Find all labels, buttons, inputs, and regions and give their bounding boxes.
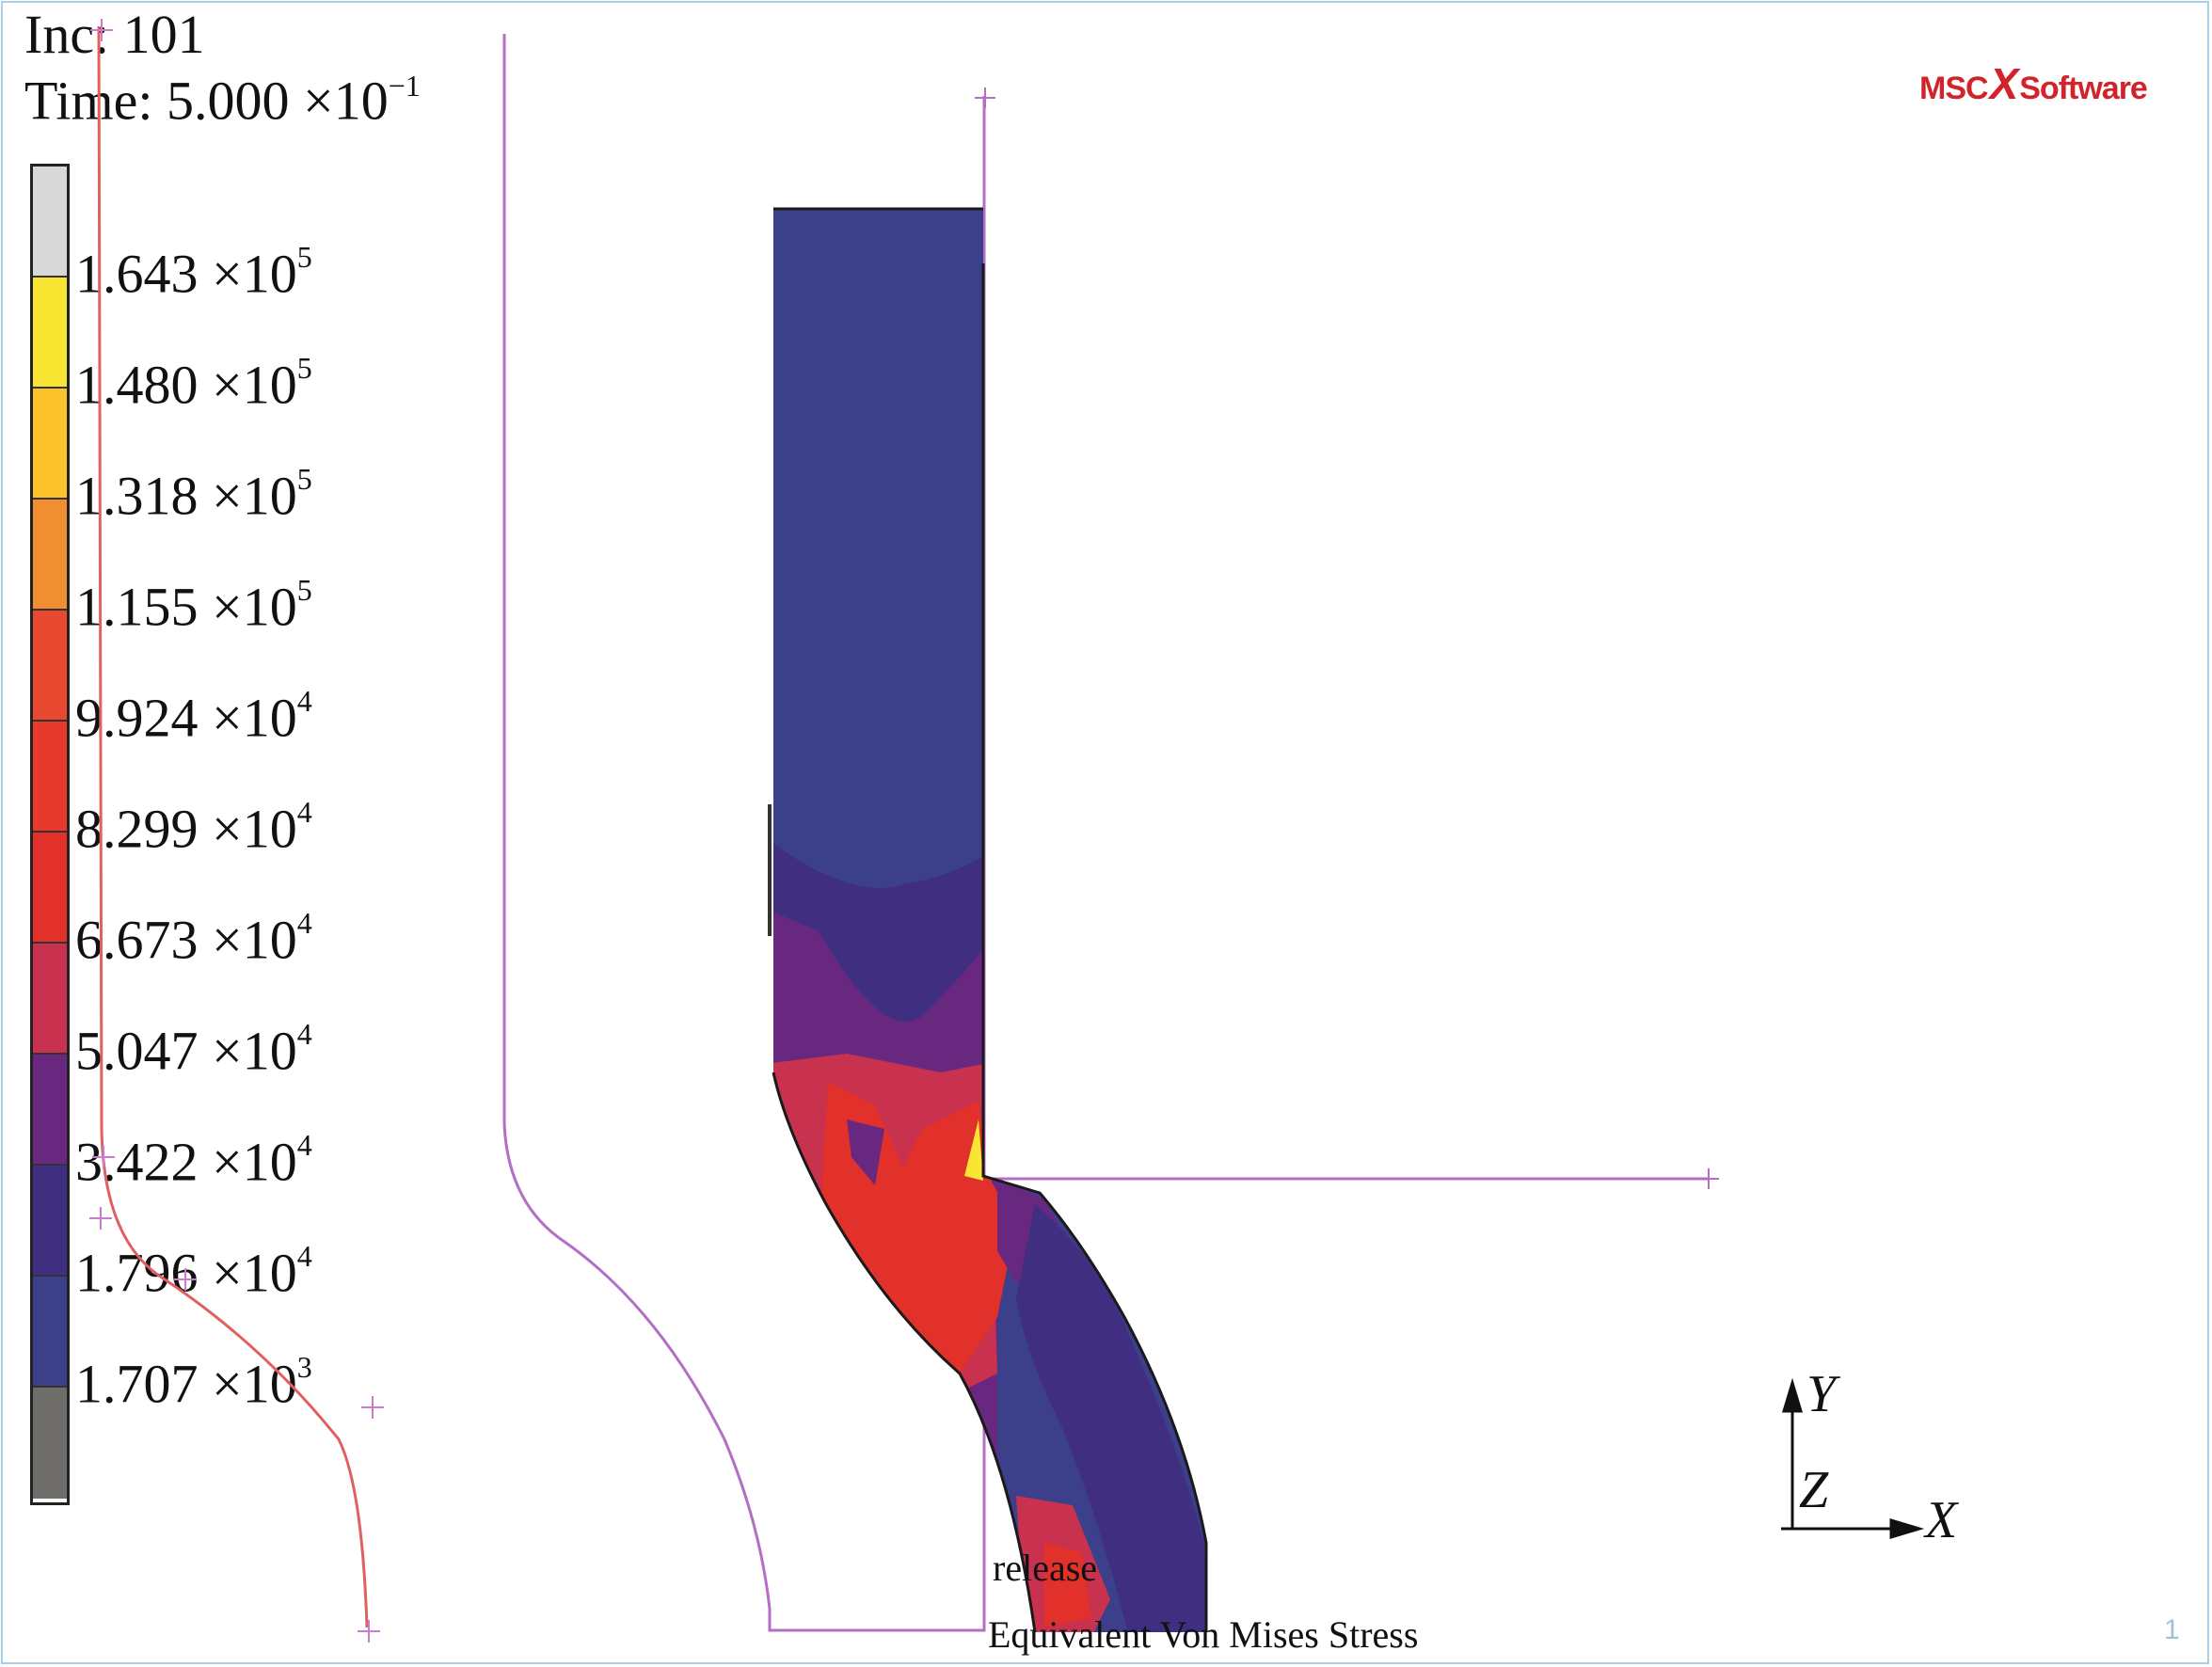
legend-label: 1.480 ×105 bbox=[75, 351, 312, 416]
die-outline-left bbox=[502, 34, 986, 1632]
x-axis-label: X bbox=[1925, 1491, 1958, 1549]
legend-swatch bbox=[33, 389, 67, 500]
load-case-caption: release bbox=[993, 1547, 1098, 1589]
result-caption: Equivalent Von Mises Stress bbox=[988, 1613, 1419, 1656]
legend-label: 1.796 ×104 bbox=[75, 1239, 312, 1304]
coordinate-triad bbox=[1781, 1377, 1925, 1540]
legend-swatch bbox=[33, 944, 67, 1055]
die-nodes bbox=[975, 87, 1719, 1189]
legend-swatch bbox=[33, 611, 67, 722]
punch-curve bbox=[97, 25, 369, 1628]
legend-label: 8.299 ×104 bbox=[75, 795, 312, 860]
legend-swatch bbox=[33, 1055, 67, 1166]
legend-swatch bbox=[33, 278, 67, 389]
time-exponent: −1 bbox=[388, 69, 421, 103]
increment-readout: Inc: 101 bbox=[24, 8, 205, 62]
legend-swatch bbox=[33, 1277, 67, 1388]
legend-swatch bbox=[33, 833, 67, 944]
increment-label: Inc: bbox=[24, 4, 110, 65]
page-number: 1 bbox=[2164, 1614, 2180, 1645]
legend-swatch bbox=[33, 1388, 67, 1499]
time-readout: Time: 5.000 ×10−1 bbox=[24, 69, 421, 132]
legend-label: 5.047 ×104 bbox=[75, 1017, 312, 1082]
msc-software-logo: MSCXSoftware bbox=[1919, 59, 2148, 108]
time-mantissa: 5.000 bbox=[166, 70, 290, 132]
z-axis-label: Z bbox=[1799, 1461, 1829, 1519]
legend-swatch bbox=[33, 1166, 67, 1277]
color-legend-bar bbox=[30, 164, 70, 1505]
punch-nodes bbox=[89, 19, 384, 1643]
legend-swatch bbox=[33, 167, 67, 278]
legend-swatch bbox=[33, 722, 67, 833]
legend-label: 6.673 ×104 bbox=[75, 906, 312, 971]
legend-label: 9.924 ×104 bbox=[75, 684, 312, 749]
legend-label: 1.155 ×105 bbox=[75, 573, 312, 638]
legend-label: 1.707 ×103 bbox=[75, 1350, 312, 1415]
legend-label: 1.318 ×105 bbox=[75, 462, 312, 527]
legend-label: 1.643 ×105 bbox=[75, 240, 312, 305]
increment-value: 101 bbox=[122, 4, 205, 65]
legend-swatch bbox=[33, 500, 67, 611]
workpiece-contour bbox=[773, 209, 1206, 1632]
time-label: Time: bbox=[24, 70, 153, 132]
workpiece-edge bbox=[772, 207, 1208, 1633]
y-axis-label: Y bbox=[1806, 1365, 1837, 1423]
legend-label: 3.422 ×104 bbox=[75, 1128, 312, 1193]
